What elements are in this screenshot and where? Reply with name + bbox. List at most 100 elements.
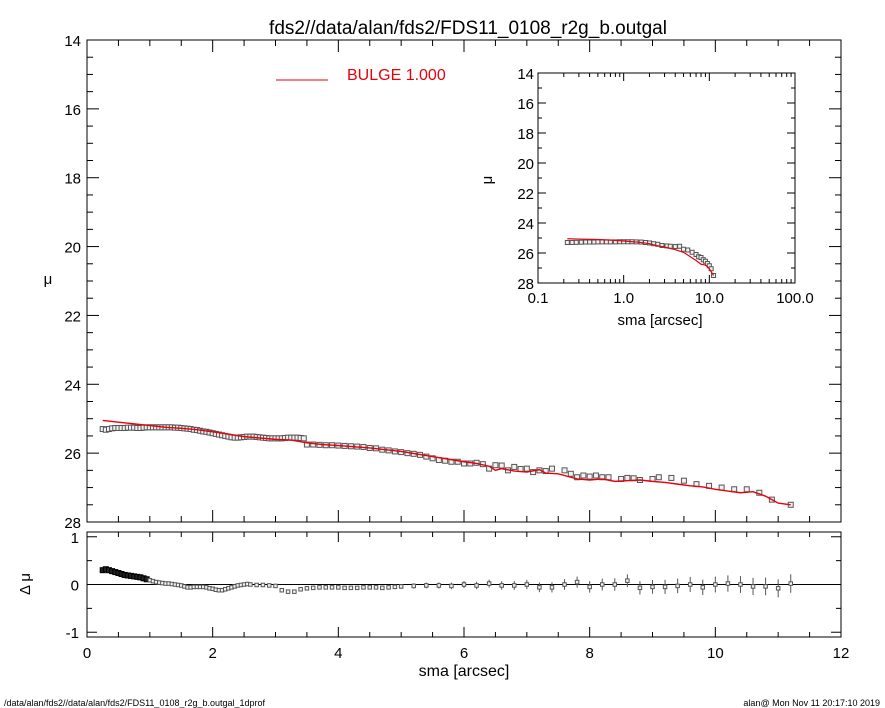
residual-point	[574, 579, 580, 585]
legend-bulge-label: BULGE 1.000	[347, 67, 446, 84]
data-point	[624, 474, 631, 481]
x-tick-label: 12	[833, 645, 850, 662]
data-point	[680, 477, 687, 484]
data-point	[586, 473, 593, 480]
inset-data-point	[677, 243, 683, 249]
inset-data-point	[564, 240, 570, 245]
residual-point	[725, 581, 731, 586]
chart-title: fds2//data/alan/fds2/FDS11_0108_r2g_b.ou…	[269, 18, 667, 39]
data-point	[592, 472, 599, 479]
main-xlabel: sma [arcsec]	[419, 663, 510, 680]
inset-data-point	[599, 239, 605, 245]
inset-y-tick-label: 14	[517, 66, 534, 83]
residual-point	[537, 585, 542, 590]
residual-point	[310, 585, 316, 591]
residual-point	[323, 585, 329, 590]
residual-point	[637, 585, 643, 591]
residual-axes-ticks: 10-10 2 4 6 8 10 12	[66, 530, 850, 662]
x-tick-label: 10	[707, 645, 724, 662]
x-tick-label: 0	[83, 645, 91, 662]
residual-point	[266, 583, 272, 588]
bulge-model-line	[102, 419, 791, 506]
inset-y-tick-label: 20	[517, 156, 534, 173]
residual-point	[348, 585, 354, 591]
inset-data-point	[578, 239, 584, 245]
y-tick-label: 22	[64, 308, 81, 325]
residual-point	[273, 583, 278, 589]
residual-point	[354, 585, 360, 591]
residual-point	[675, 583, 680, 589]
data-point	[300, 435, 307, 442]
data-point	[511, 463, 518, 470]
residual-point	[304, 586, 310, 591]
residual-point	[524, 582, 530, 587]
inset-x-tick-label: 1.0	[613, 290, 634, 307]
footer-file-path: /data/alan/fds2//data/alan/fds2/FDS11_01…	[4, 698, 266, 708]
residual-point	[775, 586, 781, 591]
inset-y-tick-label: 24	[517, 216, 534, 233]
inset-data-point	[573, 239, 579, 245]
residual-point	[380, 585, 385, 591]
residual-point	[392, 584, 398, 590]
residual-point	[285, 589, 291, 594]
residual-point	[587, 584, 592, 590]
y-tick-label: 14	[64, 33, 81, 50]
residual-point	[562, 582, 567, 587]
y-tick-label: 24	[64, 377, 81, 394]
main-axes-ticks: 14 16 18 20 22 24 26 28	[64, 33, 842, 532]
inset-data-point	[685, 247, 691, 253]
inset-data-point	[583, 239, 589, 245]
inset-data-point	[569, 240, 575, 245]
data-point	[429, 455, 436, 462]
x-tick-label: 4	[334, 645, 342, 662]
y-tick-label: 28	[64, 515, 81, 532]
inset-x-tick-label: 10.0	[695, 290, 724, 307]
x-tick-label: 2	[208, 645, 216, 662]
residual-point	[512, 583, 517, 588]
data-point	[523, 465, 530, 472]
residual-point	[248, 582, 253, 587]
residual-point	[788, 581, 793, 586]
residual-point	[461, 582, 467, 587]
data-point	[492, 462, 499, 469]
residual-point	[317, 585, 322, 590]
residual-point	[499, 583, 504, 588]
footer-user-timestamp: alan@ Mon Nov 11 20:17:10 2019	[743, 698, 880, 708]
inset-y-tick-label: 22	[517, 186, 534, 203]
residual-point	[549, 585, 555, 590]
residual-point	[700, 585, 706, 590]
residual-point	[763, 584, 768, 589]
residual-point	[474, 583, 479, 588]
residual-point	[750, 584, 756, 589]
inset-plot-marks	[564, 238, 717, 278]
data-point	[461, 460, 467, 467]
data-point	[548, 465, 555, 472]
data-point	[574, 474, 581, 481]
residual-point	[398, 584, 404, 589]
y-tick-label: 26	[64, 446, 81, 463]
residual-point	[687, 582, 693, 587]
inset-plot-frame	[537, 72, 796, 284]
data-point	[743, 486, 750, 493]
inset-model-line	[567, 238, 715, 276]
residual-point	[436, 583, 442, 588]
main-plot-marks	[99, 419, 794, 508]
residual-point	[599, 582, 605, 587]
data-point	[580, 472, 587, 479]
residual-point	[292, 589, 297, 594]
residual-point	[342, 585, 347, 591]
inset-y-tick-label: 16	[517, 96, 534, 113]
residual-y-tick-label: -1	[66, 625, 79, 642]
data-point	[561, 467, 568, 474]
residual-plot-marks	[99, 566, 793, 598]
y-tick-label: 16	[64, 102, 81, 119]
inset-ylabel: μ	[479, 176, 496, 185]
residual-point	[411, 583, 416, 589]
residual-point	[373, 585, 379, 590]
inset-data-point	[595, 239, 601, 245]
residual-point	[298, 587, 303, 592]
inset-data-point	[681, 246, 687, 252]
residual-point	[424, 583, 429, 588]
inset-y-tick-label: 28	[517, 276, 534, 293]
